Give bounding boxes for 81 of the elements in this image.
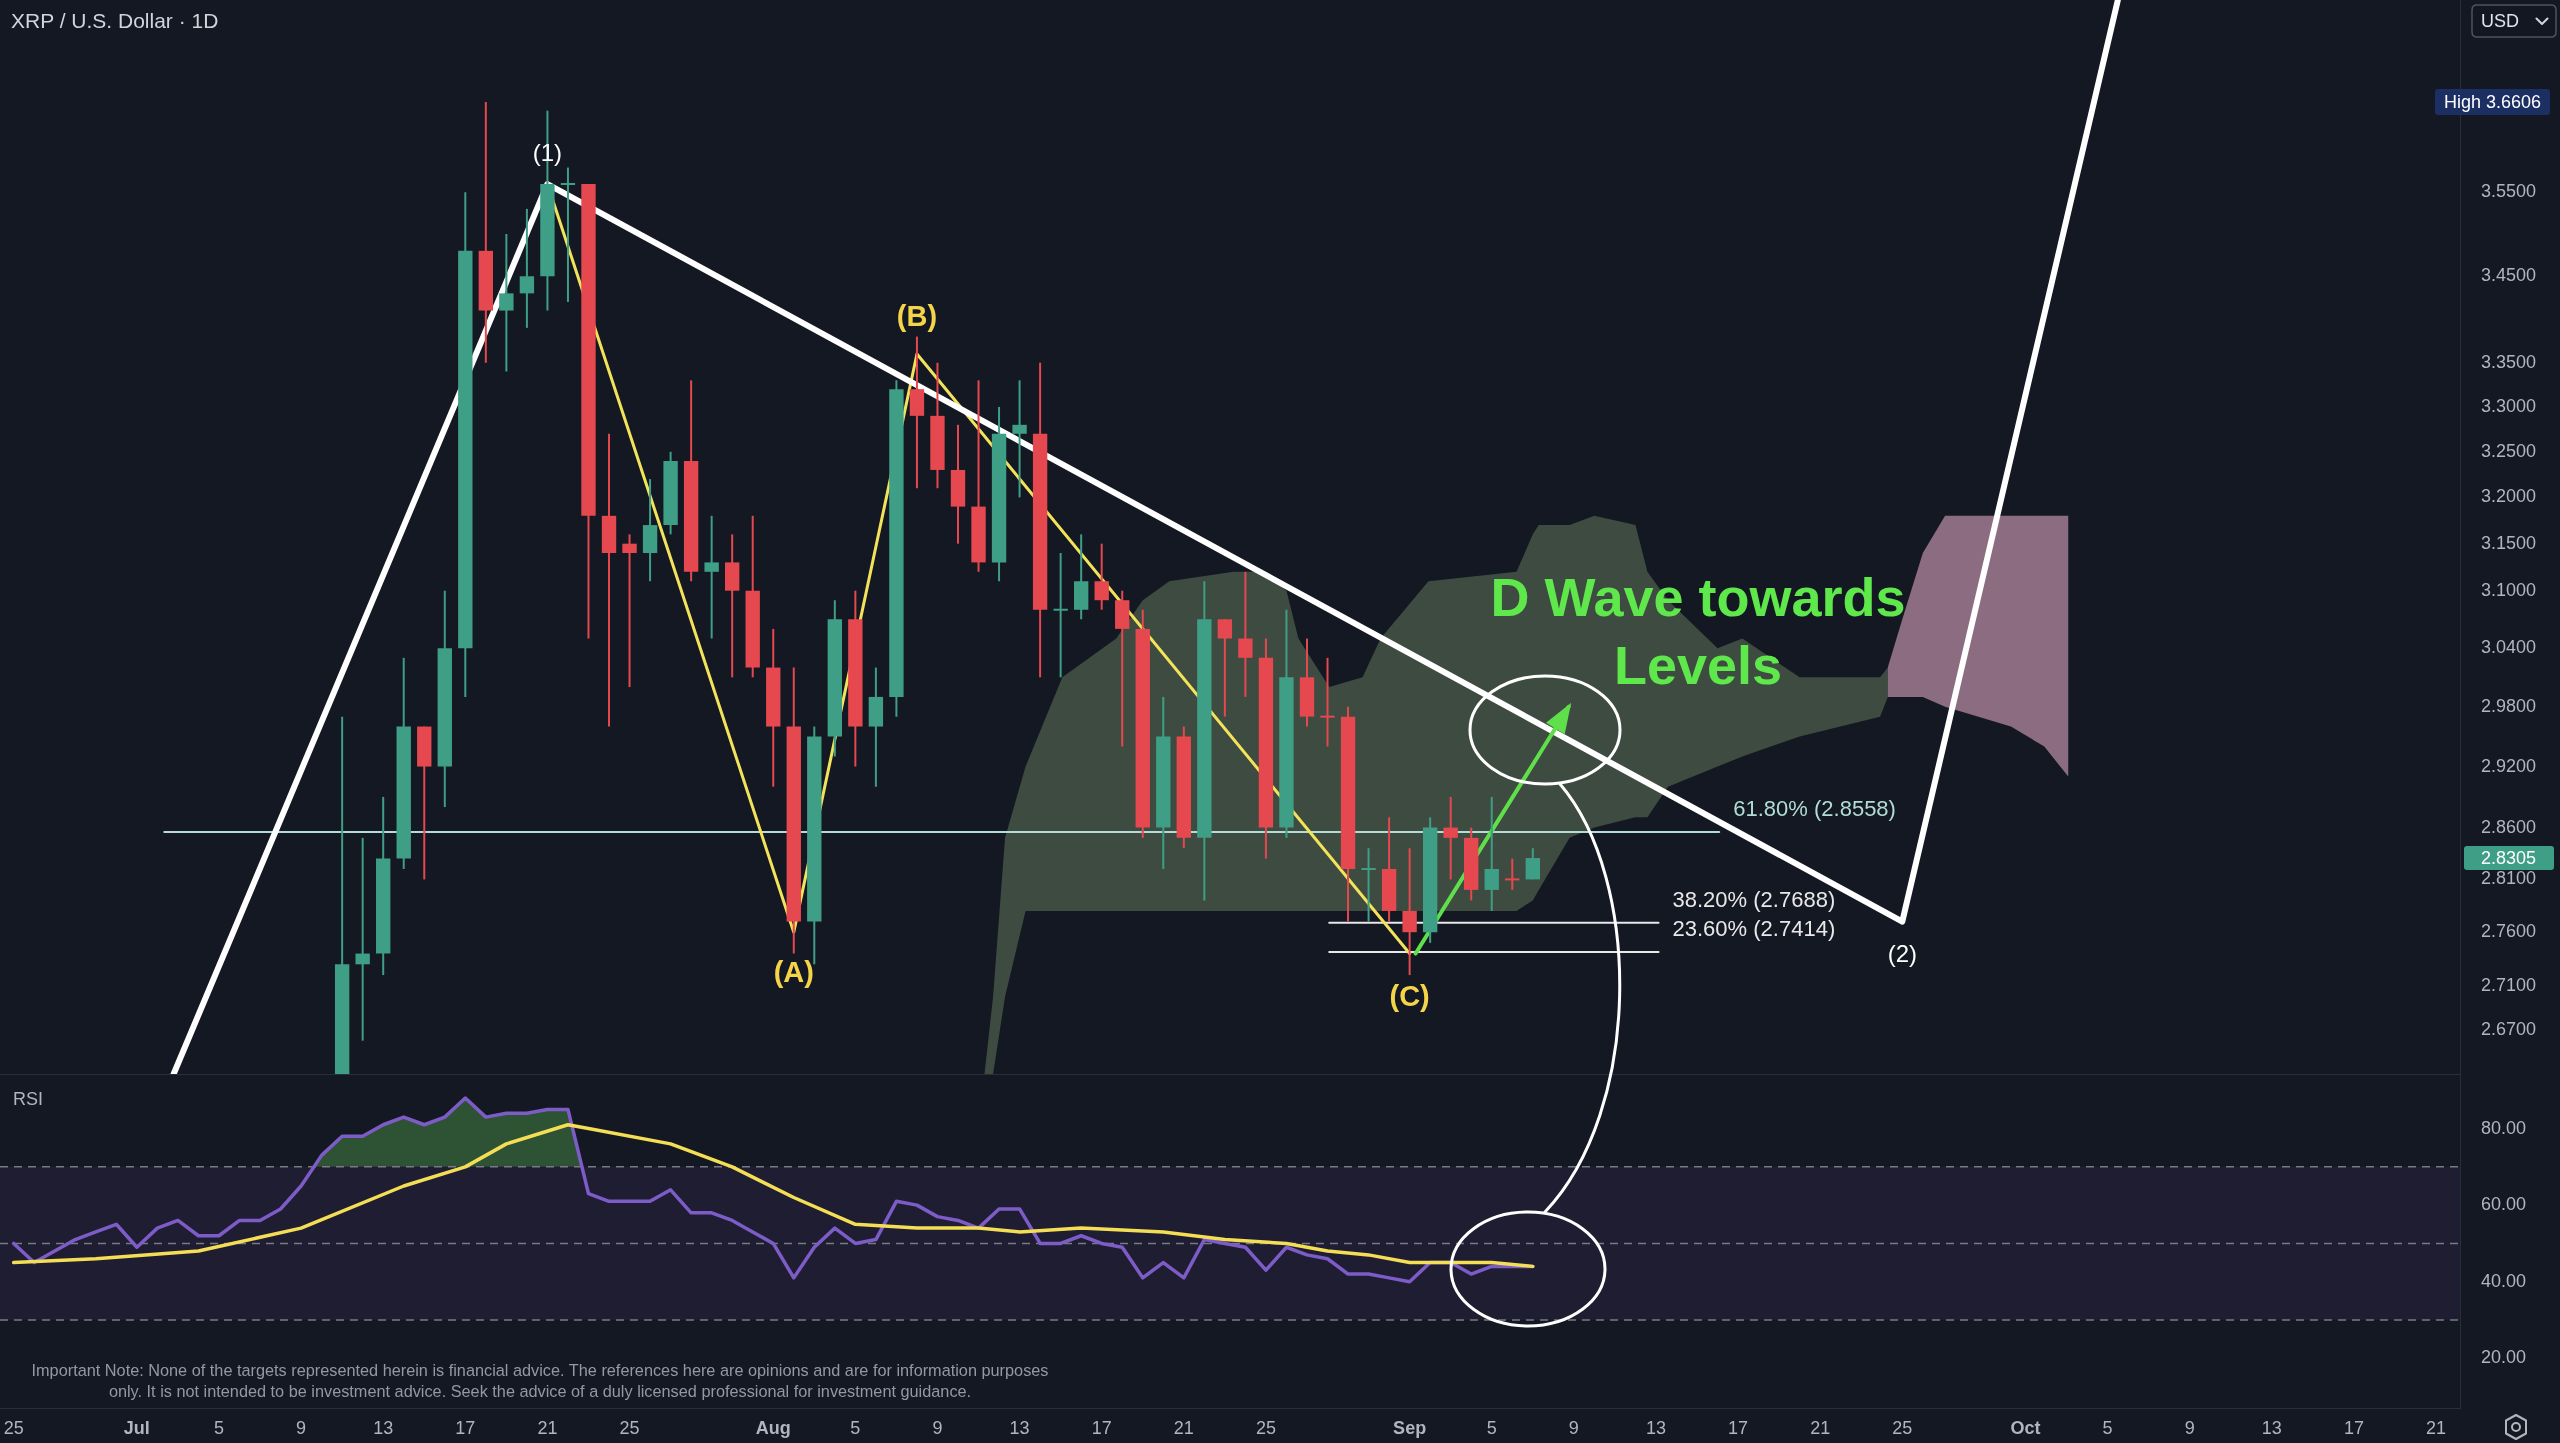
y-tick-label: 2.7600 [2481, 921, 2537, 942]
y-tick-label: 20.00 [2481, 1347, 2527, 1368]
annotation: High 3.6606 [2443, 92, 2541, 113]
x-tick-label: Aug [755, 1417, 791, 1438]
y-tick-label: 2.9200 [2481, 755, 2537, 776]
x-tick-label: 25 [1892, 1417, 1913, 1438]
annotation: (A) [773, 956, 814, 989]
x-tick-label: 17 [2343, 1417, 2364, 1438]
y-tick-label: 3.0400 [2481, 637, 2537, 658]
y-tick-label: 3.2500 [2481, 440, 2537, 461]
y-tick-label: 3.1000 [2481, 579, 2537, 600]
text: XRP / U.S. Dollar · 1D [11, 8, 219, 32]
x-tick-label: 9 [2184, 1417, 2195, 1438]
candlestick [560, 166, 576, 303]
candlestick [1361, 847, 1376, 923]
candlestick [601, 432, 617, 728]
x-tick-label: 21 [1173, 1417, 1194, 1438]
x-tick-label: 25 [3, 1417, 24, 1438]
candlestick [499, 232, 514, 373]
candlestick [1320, 656, 1335, 748]
x-tick-label: 21 [1810, 1417, 1831, 1438]
candlestick [1484, 795, 1499, 912]
x-tick-label: 9 [932, 1417, 943, 1438]
series-label: 38.20% (2.7688) [1672, 886, 1836, 912]
y-tick-label: 2.6700 [2481, 1018, 2537, 1039]
candlestick [1053, 552, 1068, 679]
x-tick-label: Jul [123, 1417, 150, 1438]
y-tick-label: 80.00 [2481, 1117, 2527, 1138]
x-tick-label: 13 [373, 1417, 394, 1438]
y-tick-label: 3.3500 [2481, 351, 2537, 372]
x-tick-label: 9 [1568, 1417, 1579, 1438]
candlestick [1238, 570, 1253, 698]
candlestick [1402, 847, 1417, 977]
text: 2.8305 [2481, 848, 2537, 869]
series-label: 61.80% (2.8558) [1733, 795, 1896, 821]
annotation: (B) [896, 299, 938, 332]
x-tick-label: 25 [1255, 1417, 1276, 1438]
x-tick-label: 13 [2261, 1417, 2282, 1438]
x-tick-label: 17 [455, 1417, 476, 1438]
candlestick [1525, 847, 1540, 881]
x-tick-label: Sep [1393, 1417, 1427, 1438]
candlestick [622, 533, 637, 689]
text: USD [2481, 10, 2520, 31]
y-tick-label: 3.2000 [2481, 486, 2537, 507]
annotation: (2) [1887, 940, 1917, 968]
candlestick [1505, 857, 1520, 891]
x-tick-label: 21 [2426, 1417, 2447, 1438]
x-tick-label: 9 [296, 1417, 307, 1438]
candlestick [704, 514, 719, 640]
series-label: 23.60% (2.7414) [1672, 916, 1836, 942]
x-tick-label: 13 [1009, 1417, 1030, 1438]
x-tick-label: 5 [850, 1417, 861, 1438]
x-tick-label: 5 [2102, 1417, 2113, 1438]
x-tick-label: 5 [1486, 1417, 1497, 1438]
y-tick-label: 40.00 [2481, 1270, 2527, 1291]
x-tick-label: 13 [1645, 1417, 1666, 1438]
y-tick-label: 3.4500 [2481, 265, 2537, 286]
y-tick-label: 3.3000 [2481, 395, 2537, 416]
annotation: Important Note: None of the targets represented herein is financial advice. The references here are opinions and are for information purposes only. It is not intended to be investment advice. Seek the advice of a duly licensed professional for investment guidance. [31, 1361, 1049, 1401]
candlestick [519, 207, 535, 329]
y-tick-label: 3.5500 [2481, 181, 2537, 202]
y-tick-label: 60.00 [2481, 1194, 2527, 1215]
candlestick [1443, 795, 1458, 881]
x-tick-label: Oct [2010, 1417, 2041, 1438]
x-tick-label: 5 [213, 1417, 224, 1438]
x-tick-label: 17 [1728, 1417, 1749, 1438]
annotation: (C) [1389, 979, 1430, 1012]
candlestick [1094, 542, 1109, 611]
x-tick-label: 17 [1091, 1417, 1112, 1438]
x-tick-label: 21 [537, 1417, 558, 1438]
candlestick [355, 836, 370, 1042]
x-tick-label: 25 [619, 1417, 640, 1438]
y-tick-label: 3.1500 [2481, 532, 2537, 553]
candlestick [1012, 379, 1027, 499]
y-tick-label: 2.9800 [2481, 695, 2537, 716]
y-tick-label: 2.8600 [2481, 816, 2537, 837]
y-tick-label: 2.7100 [2481, 974, 2537, 995]
text: RSI [13, 1088, 44, 1109]
candlestick [1217, 618, 1233, 718]
annotation: D Wave towards Levels [1490, 566, 1906, 695]
y-tick-label: 2.8100 [2481, 868, 2537, 889]
